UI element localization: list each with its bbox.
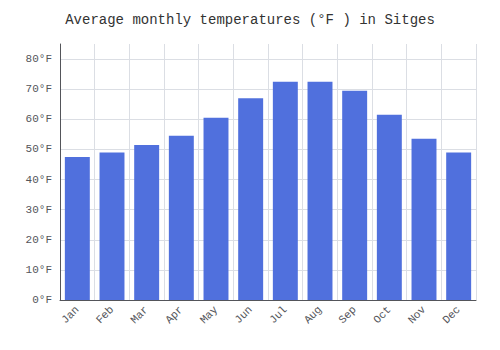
svg-text:Average monthly temperatures (: Average monthly temperatures (°F ) in Si…: [65, 12, 435, 28]
svg-text:0°F: 0°F: [32, 294, 52, 306]
svg-text:40°F: 40°F: [26, 174, 52, 186]
svg-text:May: May: [198, 303, 221, 326]
svg-text:Nov: Nov: [406, 303, 429, 326]
svg-text:70°F: 70°F: [26, 83, 52, 95]
svg-text:30°F: 30°F: [26, 204, 52, 216]
svg-text:Feb: Feb: [94, 304, 116, 326]
svg-text:10°F: 10°F: [26, 264, 52, 276]
svg-text:80°F: 80°F: [26, 53, 52, 65]
svg-text:60°F: 60°F: [26, 113, 52, 125]
svg-text:Dec: Dec: [440, 304, 462, 326]
svg-text:20°F: 20°F: [26, 234, 52, 246]
svg-text:Jul: Jul: [267, 304, 289, 326]
svg-text:Mar: Mar: [128, 304, 150, 326]
svg-text:Apr: Apr: [163, 304, 185, 326]
svg-text:Oct: Oct: [371, 304, 393, 326]
svg-text:Jun: Jun: [232, 304, 254, 326]
svg-text:Jan: Jan: [59, 304, 81, 326]
svg-text:50°F: 50°F: [26, 143, 52, 155]
svg-text:Aug: Aug: [302, 304, 324, 326]
svg-text:Sep: Sep: [336, 304, 358, 326]
